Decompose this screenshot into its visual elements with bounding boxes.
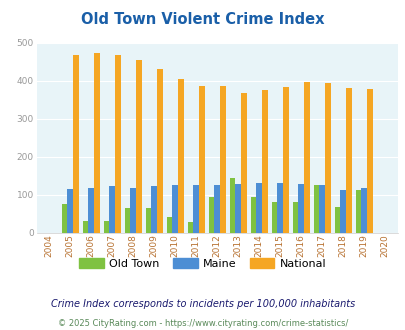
Bar — [67, 189, 73, 233]
Bar — [124, 208, 130, 233]
Bar — [115, 55, 120, 233]
Bar — [241, 93, 246, 233]
Bar — [319, 185, 324, 233]
Bar — [235, 184, 241, 233]
Bar — [271, 202, 277, 233]
Text: Crime Index corresponds to incidents per 100,000 inhabitants: Crime Index corresponds to incidents per… — [51, 299, 354, 309]
Bar — [292, 202, 298, 233]
Bar — [334, 207, 339, 233]
Bar — [109, 186, 115, 233]
Bar — [198, 86, 204, 233]
Bar — [145, 208, 151, 233]
Bar — [208, 197, 214, 233]
Bar — [193, 185, 198, 233]
Bar — [345, 88, 351, 233]
Text: © 2025 CityRating.com - https://www.cityrating.com/crime-statistics/: © 2025 CityRating.com - https://www.city… — [58, 319, 347, 328]
Bar — [88, 188, 94, 233]
Bar — [313, 185, 319, 233]
Bar — [83, 221, 88, 233]
Bar — [73, 55, 79, 233]
Bar — [282, 87, 288, 233]
Bar — [261, 90, 267, 233]
Bar — [151, 186, 157, 233]
Bar — [157, 69, 162, 233]
Bar — [103, 221, 109, 233]
Legend: Old Town, Maine, National: Old Town, Maine, National — [75, 254, 330, 273]
Bar — [324, 83, 330, 233]
Bar — [130, 188, 136, 233]
Bar — [339, 190, 345, 233]
Bar — [229, 178, 235, 233]
Bar — [366, 89, 372, 233]
Bar — [187, 222, 193, 233]
Bar — [172, 185, 177, 233]
Bar — [177, 79, 183, 233]
Bar — [277, 182, 282, 233]
Bar — [214, 185, 220, 233]
Bar — [94, 53, 99, 233]
Bar — [256, 182, 261, 233]
Bar — [303, 82, 309, 233]
Bar — [136, 60, 141, 233]
Bar — [298, 184, 303, 233]
Bar — [250, 197, 256, 233]
Bar — [166, 217, 172, 233]
Text: Old Town Violent Crime Index: Old Town Violent Crime Index — [81, 12, 324, 26]
Bar — [355, 190, 360, 233]
Bar — [360, 188, 366, 233]
Bar — [62, 204, 67, 233]
Bar — [220, 86, 225, 233]
